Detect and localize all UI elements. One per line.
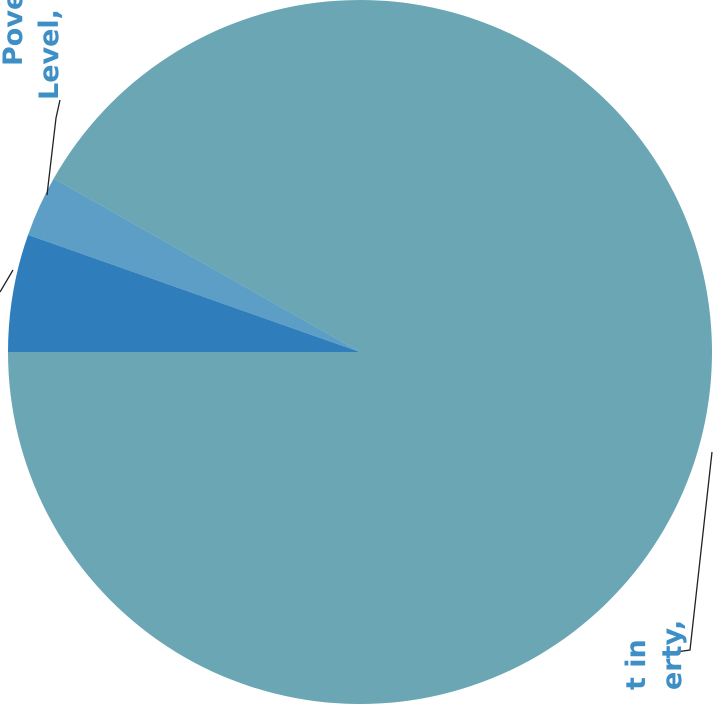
slice-label: Pove bbox=[0, 0, 29, 66]
pie-slice bbox=[28, 178, 361, 352]
leader-line bbox=[675, 451, 713, 653]
slice-label: erty, bbox=[657, 620, 688, 690]
pie bbox=[8, 0, 712, 705]
pie-slice bbox=[8, 234, 360, 352]
leader-line bbox=[0, 269, 14, 293]
leader-line bbox=[46, 99, 61, 196]
slice-label: t in bbox=[621, 639, 652, 690]
slice-label: Level, bbox=[34, 9, 65, 100]
pie-slice bbox=[8, 0, 712, 705]
